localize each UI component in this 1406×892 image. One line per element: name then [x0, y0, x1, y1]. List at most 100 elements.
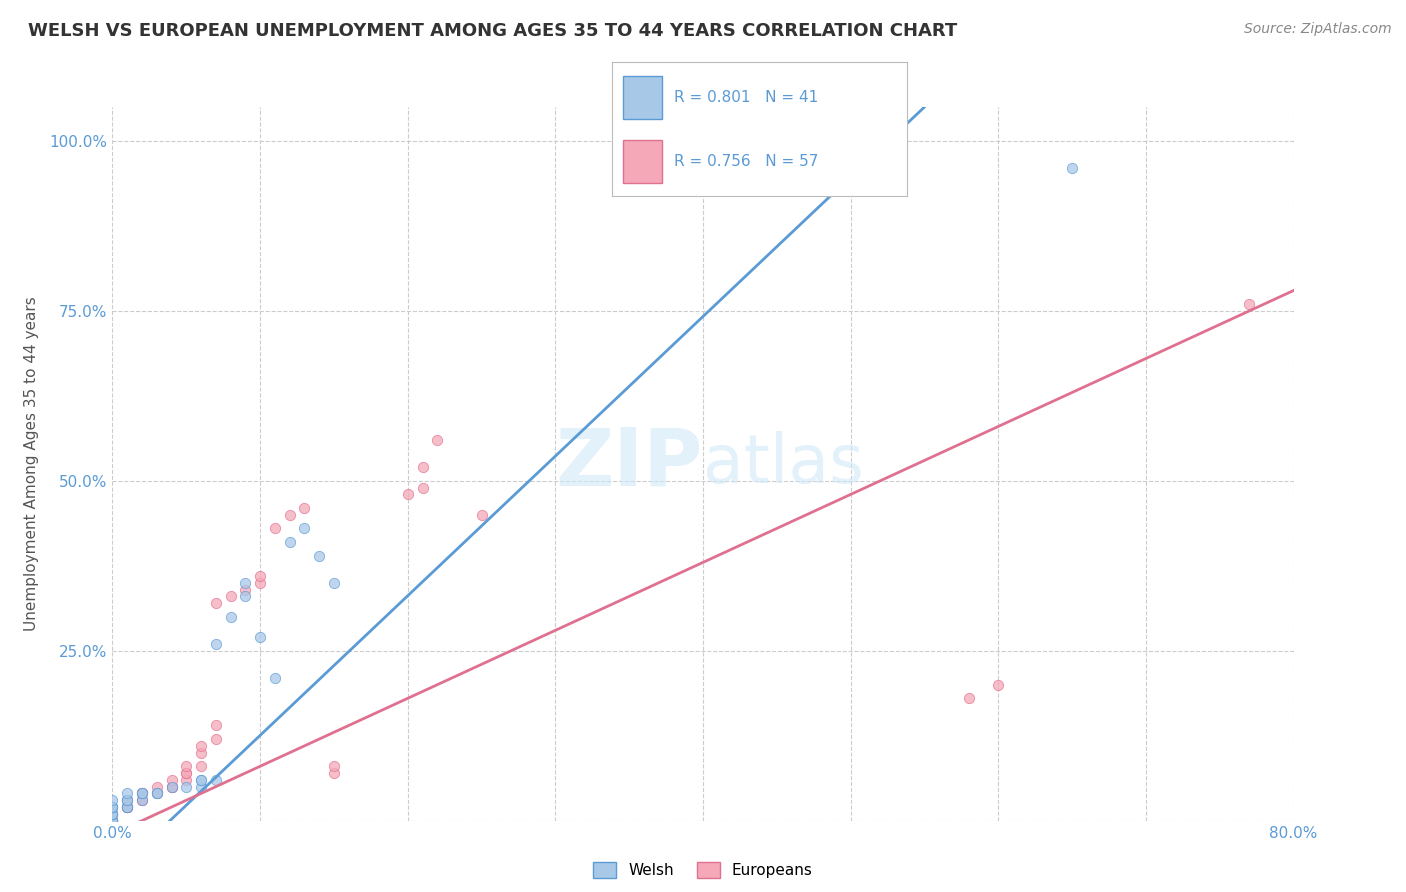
Point: [987, 678, 1010, 692]
Point: [190, 780, 212, 794]
Point: [117, 793, 138, 807]
Point: [233, 582, 256, 597]
Point: [146, 787, 169, 801]
Point: [160, 780, 183, 794]
Y-axis label: Unemployment Among Ages 35 to 44 years: Unemployment Among Ages 35 to 44 years: [24, 296, 38, 632]
Point: [219, 609, 242, 624]
Point: [117, 800, 138, 814]
Point: [131, 793, 153, 807]
Point: [160, 780, 183, 794]
Point: [411, 481, 433, 495]
Point: [146, 787, 169, 801]
Point: [205, 637, 228, 651]
Point: [101, 806, 124, 821]
Point: [278, 508, 301, 522]
Point: [117, 787, 138, 801]
Text: WELSH VS EUROPEAN UNEMPLOYMENT AMONG AGES 35 TO 44 YEARS CORRELATION CHART: WELSH VS EUROPEAN UNEMPLOYMENT AMONG AGE…: [28, 22, 957, 40]
Point: [101, 800, 124, 814]
Point: [323, 766, 346, 780]
Point: [117, 800, 138, 814]
Point: [101, 806, 124, 821]
Point: [101, 806, 124, 821]
Point: [101, 806, 124, 821]
Point: [323, 759, 346, 773]
Point: [101, 800, 124, 814]
Point: [174, 772, 197, 787]
Legend: Welsh, Europeans: Welsh, Europeans: [588, 856, 818, 884]
Point: [190, 772, 212, 787]
Point: [957, 691, 980, 706]
Point: [190, 746, 212, 760]
Point: [737, 161, 759, 176]
Text: ZIP: ZIP: [555, 425, 703, 503]
Point: [426, 433, 449, 447]
Point: [131, 787, 153, 801]
Point: [146, 787, 169, 801]
Point: [101, 814, 124, 828]
Point: [233, 590, 256, 604]
FancyBboxPatch shape: [623, 140, 662, 183]
Point: [174, 766, 197, 780]
Point: [264, 671, 287, 685]
Point: [131, 787, 153, 801]
Point: [117, 793, 138, 807]
Text: Source: ZipAtlas.com: Source: ZipAtlas.com: [1244, 22, 1392, 37]
Point: [205, 596, 228, 610]
Point: [101, 800, 124, 814]
Text: R = 0.756   N = 57: R = 0.756 N = 57: [673, 154, 818, 169]
Point: [292, 521, 315, 535]
Point: [160, 772, 183, 787]
Point: [101, 814, 124, 828]
Point: [117, 793, 138, 807]
Point: [101, 814, 124, 828]
Point: [174, 780, 197, 794]
Point: [131, 787, 153, 801]
Point: [117, 800, 138, 814]
Point: [101, 800, 124, 814]
Point: [219, 590, 242, 604]
Point: [131, 793, 153, 807]
Point: [101, 814, 124, 828]
Point: [411, 460, 433, 475]
Point: [101, 800, 124, 814]
Text: R = 0.801   N = 41: R = 0.801 N = 41: [673, 90, 818, 104]
Point: [101, 814, 124, 828]
Point: [190, 739, 212, 753]
Point: [101, 806, 124, 821]
Point: [117, 800, 138, 814]
Point: [174, 759, 197, 773]
Point: [131, 793, 153, 807]
Point: [146, 787, 169, 801]
Text: atlas: atlas: [703, 431, 863, 497]
Point: [205, 772, 228, 787]
Point: [1239, 297, 1261, 311]
Point: [160, 780, 183, 794]
Point: [101, 806, 124, 821]
Point: [264, 521, 287, 535]
Point: [101, 814, 124, 828]
Point: [205, 732, 228, 747]
Point: [190, 772, 212, 787]
Point: [101, 814, 124, 828]
Point: [292, 501, 315, 516]
Point: [249, 569, 271, 583]
Point: [278, 535, 301, 549]
Point: [190, 759, 212, 773]
Point: [101, 814, 124, 828]
Point: [249, 575, 271, 590]
Point: [117, 800, 138, 814]
Point: [101, 814, 124, 828]
Point: [160, 780, 183, 794]
Point: [117, 800, 138, 814]
Point: [131, 787, 153, 801]
Point: [101, 793, 124, 807]
Point: [101, 814, 124, 828]
Point: [101, 814, 124, 828]
Point: [249, 630, 271, 644]
Point: [205, 718, 228, 732]
Point: [101, 806, 124, 821]
Point: [146, 780, 169, 794]
Point: [174, 766, 197, 780]
Point: [323, 575, 346, 590]
FancyBboxPatch shape: [623, 76, 662, 119]
